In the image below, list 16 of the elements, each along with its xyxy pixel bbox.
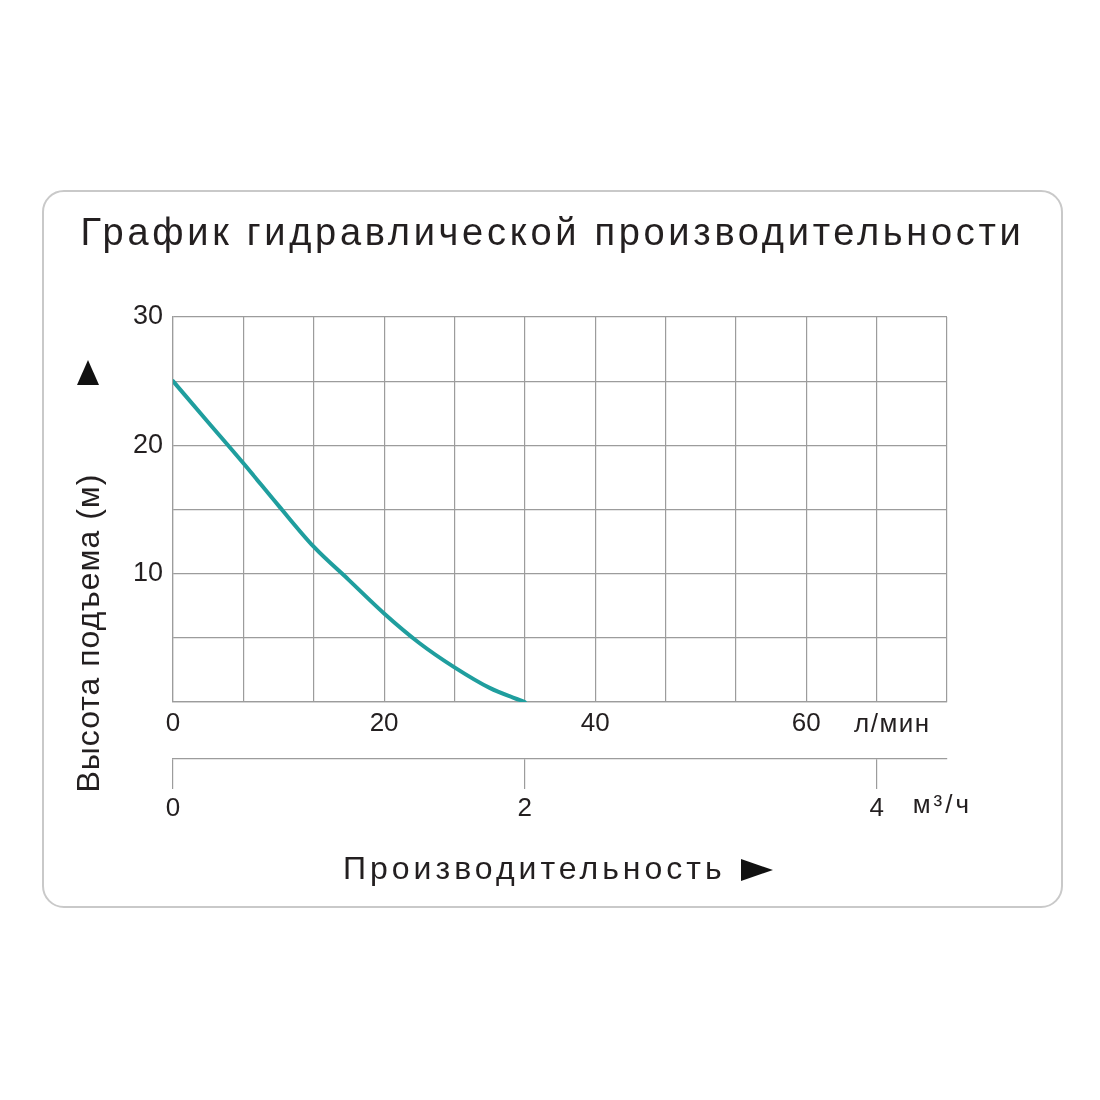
y-tick-label: 30 [132, 300, 163, 331]
y-tick-label: 20 [132, 428, 163, 459]
y-axis-title: Высота подъема (м) [69, 472, 107, 795]
x2-tick-label: 0 [165, 791, 181, 822]
x2-tick-label: 4 [869, 791, 884, 822]
x2-tick-label: 2 [517, 791, 533, 822]
x-axis-title: Производительность [343, 849, 726, 888]
x-tick-label: 60 [791, 706, 821, 737]
x-tick-label: 0 [165, 706, 181, 737]
text: л/мин [854, 708, 931, 738]
x2-axis-title: м³/ч [912, 789, 972, 819]
line-series [173, 379, 527, 702]
chart-title: График гидравлической производительности [79, 210, 1026, 254]
x-tick-label: 20 [369, 706, 399, 737]
x-tick-label: 40 [580, 706, 610, 737]
y-tick-label: 10 [132, 557, 163, 588]
